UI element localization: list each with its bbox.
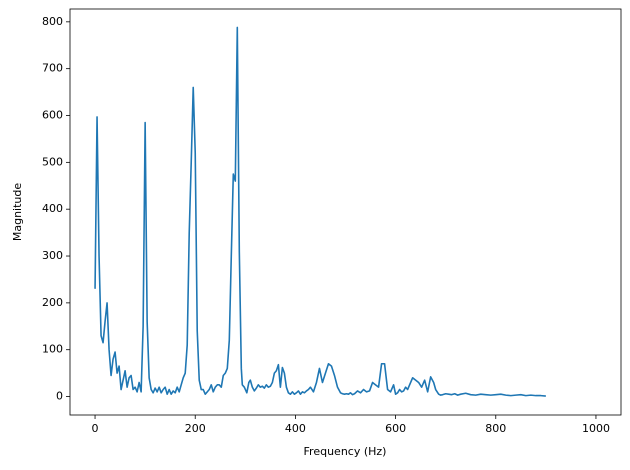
x-tick-label: 800 [485,422,506,435]
x-tick-label: 600 [385,422,406,435]
y-tick-label: 100 [42,343,63,356]
y-tick-label: 500 [42,155,63,168]
x-tick-label: 0 [92,422,99,435]
y-tick-label: 800 [42,15,63,28]
y-tick-label: 400 [42,202,63,215]
y-tick-label: 700 [42,62,63,75]
plot-frame [69,8,622,416]
y-tick-label: 0 [56,390,63,403]
y-tick-label: 200 [42,296,63,309]
y-tick-label: 300 [42,249,63,262]
x-tick-label: 1000 [582,422,610,435]
y-axis-label: Magnitude [11,183,24,242]
x-axis-label: Frequency (Hz) [304,445,387,458]
x-tick-label: 400 [285,422,306,435]
line-series [94,26,546,397]
y-tick-label: 600 [42,109,63,122]
x-tick-label: 200 [185,422,206,435]
